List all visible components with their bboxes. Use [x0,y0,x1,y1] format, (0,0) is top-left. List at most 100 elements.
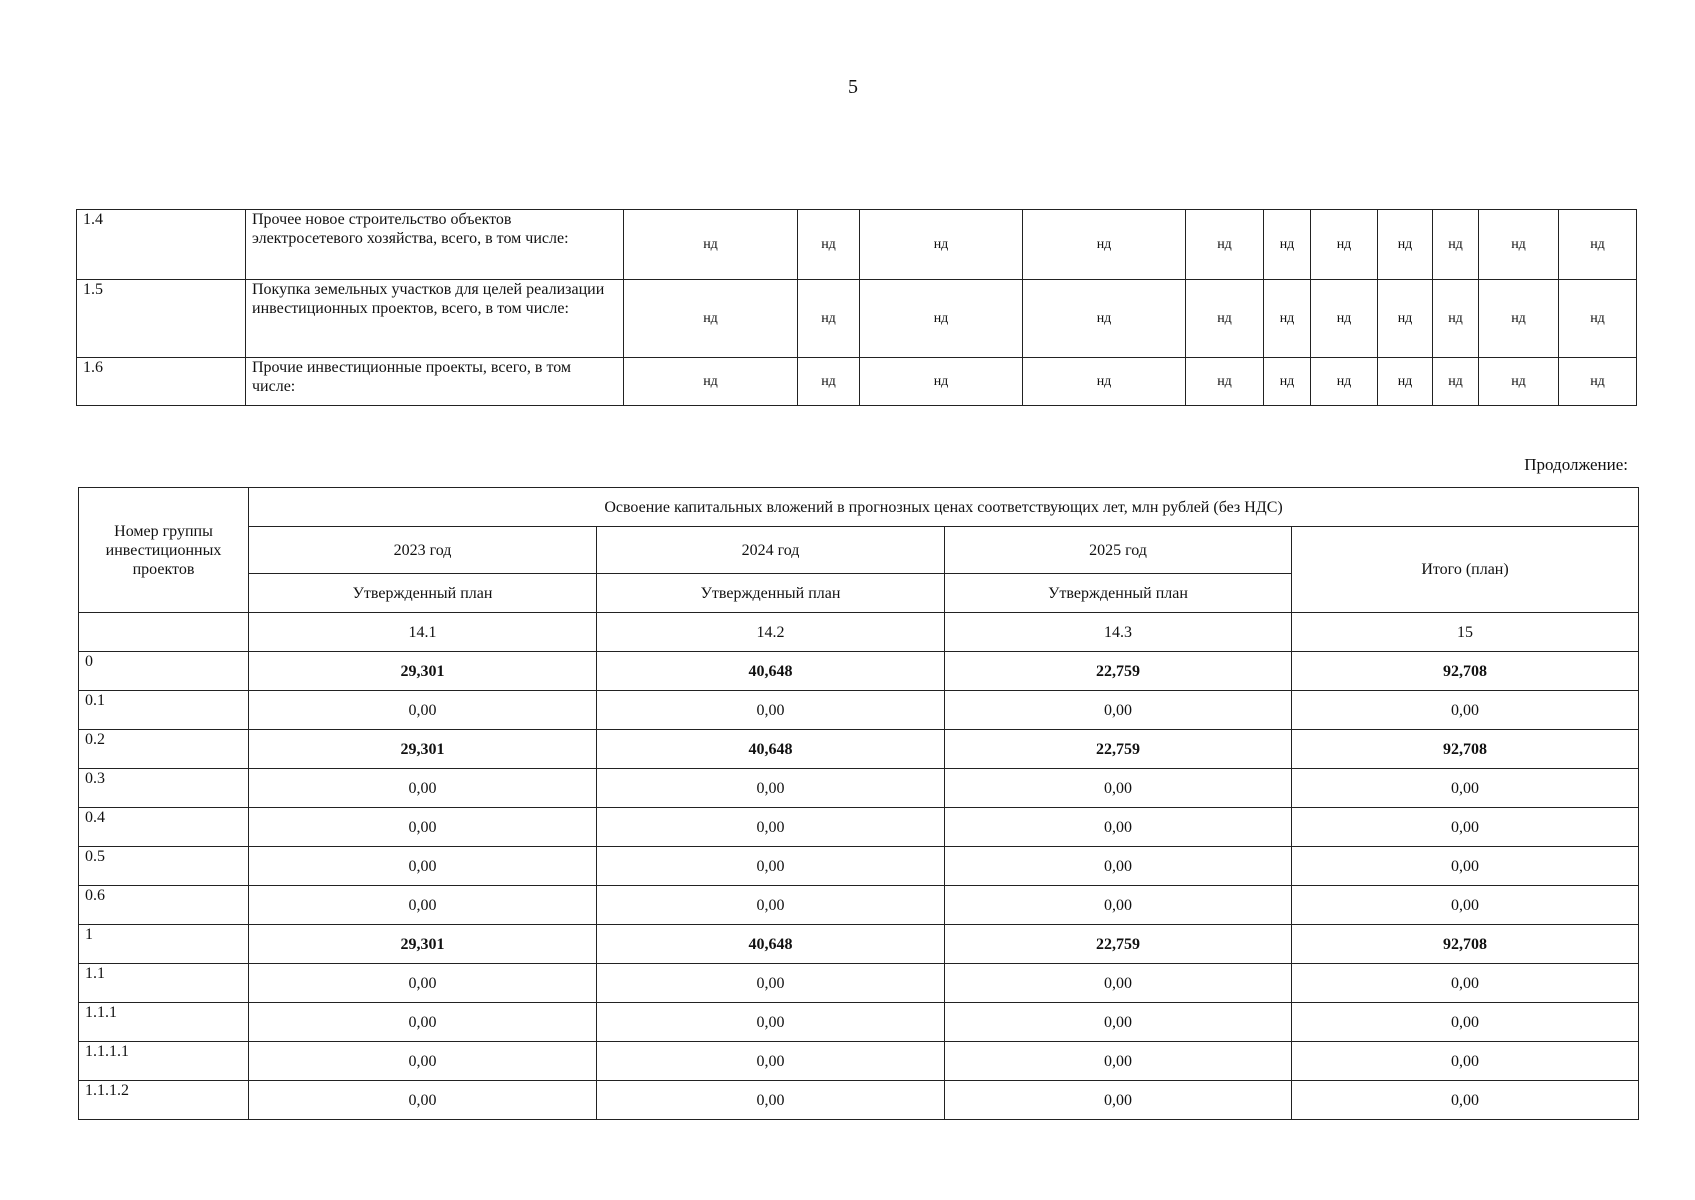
value-cell: 22,759 [944,729,1292,769]
value-cell: 0,00 [596,690,945,730]
value-cell: нд [1022,209,1186,280]
value-cell: нд [623,209,798,280]
value-cell: нд [1377,357,1433,406]
row-name: Прочие инвестиционные проекты, всего, в … [245,357,624,406]
value-cell: 0,00 [248,963,597,1003]
value-cell: 0,00 [944,807,1292,847]
value-cell: нд [1263,209,1311,280]
group-number: 1.1.1.2 [78,1080,249,1120]
value-cell: нд [1310,279,1378,358]
empty-cell [78,612,249,652]
continuation-label: Продолжение: [1524,455,1628,474]
value-cell: нд [623,357,798,406]
value-cell: нд [1478,279,1559,358]
value-cell: нд [1310,209,1378,280]
table-row: 1.4 Прочее новое строительство объектов э… [76,209,1637,280]
value-cell: нд [1478,357,1559,406]
group-number: 0.4 [78,807,249,847]
value-cell: 0,00 [248,885,597,925]
table-row: 0.6 0,00 0,00 0,00 0,00 [78,885,1640,925]
value-cell: 0,00 [596,846,945,886]
group-number: 0.6 [78,885,249,925]
year-header: 2025 год [944,526,1292,574]
value-cell: нд [1310,357,1378,406]
value-cell: 92,708 [1290,729,1640,769]
group-number: 0 [78,651,249,691]
table-row: 0.3 0,00 0,00 0,00 0,00 [78,768,1640,808]
value-cell: 0,00 [596,768,945,808]
value-cell: 0,00 [248,690,597,730]
total-header: Итого (план) [1290,526,1640,613]
plan-header: Утвержденный план [596,573,945,613]
value-cell: 0,00 [248,1080,597,1120]
group-number: 1 [78,924,249,964]
column-number: 14.1 [248,612,597,652]
value-cell: 29,301 [248,729,597,769]
value-cell: нд [1558,279,1637,358]
year-header: 2024 год [596,526,945,574]
group-number: 1.1 [78,963,249,1003]
top-table: 1.4 Прочее новое строительство объектов э… [76,209,1637,406]
value-cell: нд [1432,357,1479,406]
value-cell: нд [1185,279,1264,358]
table-row: 1.6 Прочие инвестиционные проекты, всего,… [76,357,1637,406]
value-cell: 0,00 [248,768,597,808]
value-cell: нд [859,209,1023,280]
value-cell: нд [1022,357,1186,406]
group-number: 0.2 [78,729,249,769]
value-cell: 0,00 [596,1041,945,1081]
group-number: 0.5 [78,846,249,886]
table-row: 1.1.1 0,00 0,00 0,00 0,00 [78,1002,1640,1042]
value-cell: нд [1377,209,1433,280]
value-cell: 0,00 [248,846,597,886]
value-cell: нд [1022,279,1186,358]
value-cell: 0,00 [1290,846,1640,886]
value-cell: 0,00 [1290,690,1640,730]
value-cell: 0,00 [596,1002,945,1042]
value-cell: 0,00 [944,1041,1292,1081]
value-cell: 0,00 [1290,963,1640,1003]
plan-header: Утвержденный план [944,573,1292,613]
value-cell: 0,00 [944,1002,1292,1042]
value-cell: нд [1263,279,1311,358]
row-number: 1.5 [76,279,246,358]
capital-investment-table: Номер группы инвестиционных проектов Осв… [78,487,1640,1120]
value-cell: 0,00 [944,885,1292,925]
value-cell: нд [1432,209,1479,280]
value-cell: нд [797,209,860,280]
value-cell: 0,00 [1290,807,1640,847]
row-name: Прочее новое строительство объектов элек… [245,209,624,280]
value-cell: 40,648 [596,651,945,691]
value-cell: 0,00 [248,1002,597,1042]
table-row: 1 29,301 40,648 22,759 92,708 [78,924,1640,964]
value-cell: 40,648 [596,729,945,769]
value-cell: 0,00 [944,846,1292,886]
table-row: 1.1 0,00 0,00 0,00 0,00 [78,963,1640,1003]
table-row: 0.2 29,301 40,648 22,759 92,708 [78,729,1640,769]
value-cell: нд [1185,357,1264,406]
plan-header: Утвержденный план [248,573,597,613]
value-cell: 0,00 [596,885,945,925]
value-cell: 0,00 [1290,1080,1640,1120]
table-row: 0.5 0,00 0,00 0,00 0,00 [78,846,1640,886]
value-cell: 0,00 [944,1080,1292,1120]
row-name: Покупка земельных участков для целей реа… [245,279,624,358]
value-cell: 0,00 [944,963,1292,1003]
value-cell: нд [859,357,1023,406]
value-cell: нд [859,279,1023,358]
value-cell: нд [1558,209,1637,280]
group-number: 1.1.1 [78,1002,249,1042]
column-number: 14.2 [596,612,945,652]
group-number: 0.3 [78,768,249,808]
value-cell: 0,00 [248,807,597,847]
value-cell: 0,00 [944,690,1292,730]
group-number-header: Номер группы инвестиционных проектов [78,487,249,613]
value-cell: нд [797,279,860,358]
group-number: 0.1 [78,690,249,730]
value-cell: 0,00 [596,1080,945,1120]
value-cell: 0,00 [1290,1041,1640,1081]
column-number: 15 [1290,612,1640,652]
value-cell: нд [1558,357,1637,406]
value-cell: 92,708 [1290,651,1640,691]
